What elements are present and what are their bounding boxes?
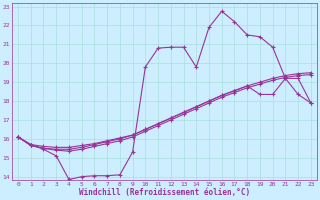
X-axis label: Windchill (Refroidissement éolien,°C): Windchill (Refroidissement éolien,°C) <box>79 188 250 197</box>
